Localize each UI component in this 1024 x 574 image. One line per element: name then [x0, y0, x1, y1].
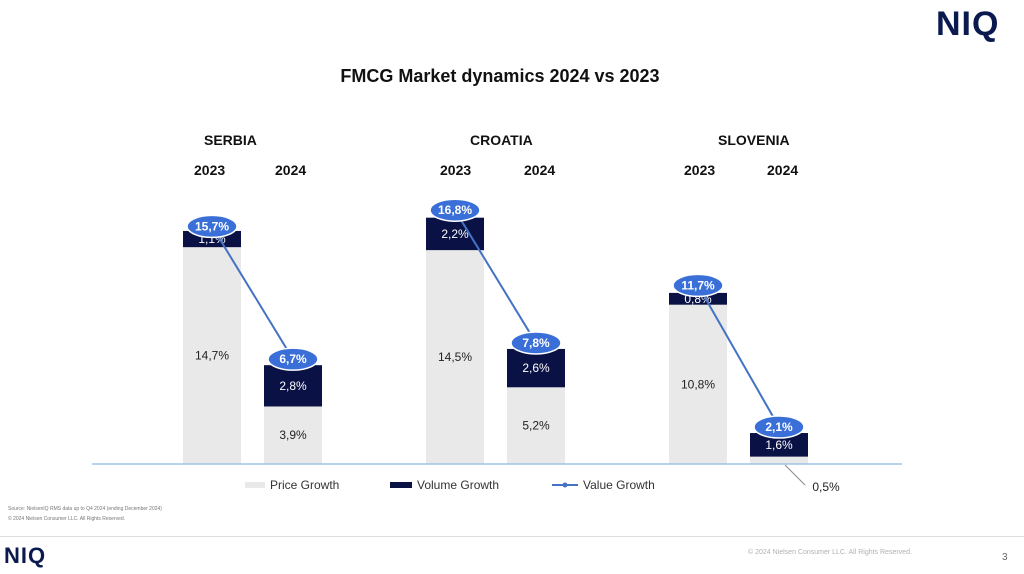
- legend-label-value: Value Growth: [583, 478, 655, 492]
- year-label-serbia-2024: 2024: [275, 162, 307, 178]
- footer-divider: [0, 536, 1024, 537]
- niq-logo-top: NIQ: [936, 5, 1000, 43]
- value-growth-lines: [211, 209, 780, 428]
- page-number: 3: [1002, 552, 1008, 563]
- legend-swatch-price: [245, 482, 265, 488]
- label-value-serbia-2024: 6,7%: [279, 352, 307, 366]
- year-label-croatia-2024: 2024: [524, 162, 556, 178]
- legend-label-price: Price Growth: [270, 478, 339, 492]
- bar-price-croatia-2023: [426, 250, 484, 464]
- legend-marker-value: [562, 482, 568, 488]
- bar-price-slovenia-2023: [669, 304, 727, 464]
- bar-price-croatia-2024: [507, 387, 565, 464]
- label-volume-serbia-2024: 2,8%: [279, 379, 307, 393]
- legend-swatch-volume: [390, 482, 412, 488]
- label-price-serbia-2023: 14,7%: [195, 349, 229, 363]
- value-bubble-croatia-2024: [510, 331, 562, 355]
- label-price-serbia-2024: 3,9%: [279, 428, 307, 442]
- label-value-croatia-2024: 7,8%: [522, 336, 550, 350]
- year-label-serbia-2023: 2023: [194, 162, 226, 178]
- value-line-croatia: [454, 209, 537, 344]
- value-bubble-croatia-2023: [429, 198, 481, 222]
- value-bubble-serbia-2024: [267, 347, 319, 371]
- bar-volume-croatia-2023: [426, 217, 484, 251]
- chart-title: FMCG Market dynamics 2024 vs 2023: [340, 66, 660, 86]
- bar-volume-slovenia-2024: [750, 433, 808, 457]
- year-label-slovenia-2024: 2024: [767, 162, 799, 178]
- group-label-serbia: SERBIA: [204, 132, 257, 148]
- label-volume-croatia-2024: 2,6%: [522, 361, 550, 375]
- group-label-croatia: CROATIA: [470, 132, 533, 148]
- label-value-serbia-2023: 15,7%: [195, 219, 229, 233]
- value-growth-bubbles: 15,7% 6,7% 16,8% 7,8% 11,7% 2,1%: [186, 198, 805, 439]
- niq-logo-bottom: NIQ: [4, 543, 47, 568]
- bar-volume-croatia-2024: [507, 348, 565, 388]
- value-bubble-slovenia-2023: [672, 273, 724, 298]
- bar-price-serbia-2023: [183, 247, 241, 464]
- label-volume-slovenia-2024: 1,6%: [765, 438, 793, 452]
- leader-price-slovenia-2024: [784, 464, 806, 486]
- label-price-slovenia-2024: 0,5%: [812, 480, 840, 494]
- source-copyright: © 2024 Nielsen Consumer LLC. All Rights …: [8, 516, 126, 522]
- label-price-croatia-2023: 14,5%: [438, 350, 472, 364]
- value-bubble-serbia-2023: [186, 214, 238, 239]
- bar-volume-serbia-2024: [264, 365, 322, 407]
- source-note: Source: NielsenIQ RMS data up to Q4 2024…: [8, 506, 162, 512]
- label-price-slovenia-2023: 10,8%: [681, 377, 715, 391]
- value-line-slovenia: [697, 284, 780, 428]
- bar-price-slovenia-2024: [750, 456, 808, 464]
- label-volume-croatia-2023: 2,2%: [441, 227, 469, 241]
- label-value-croatia-2023: 16,8%: [438, 203, 472, 217]
- bar-price-serbia-2024: [264, 406, 322, 464]
- label-price-croatia-2024: 5,2%: [522, 419, 550, 433]
- year-label-slovenia-2023: 2023: [684, 162, 716, 178]
- group-label-slovenia: SLOVENIA: [718, 132, 790, 148]
- footer-copyright: © 2024 Nielsen Consumer LLC. All Rights …: [748, 549, 912, 556]
- label-value-slovenia-2023: 11,7%: [681, 278, 715, 292]
- value-line-serbia: [211, 225, 294, 360]
- legend-label-volume: Volume Growth: [417, 478, 499, 492]
- value-bubble-slovenia-2024: [753, 415, 805, 439]
- year-label-croatia-2023: 2023: [440, 162, 472, 178]
- label-value-slovenia-2024: 2,1%: [765, 420, 793, 434]
- bar-volume-slovenia-2023: [669, 292, 727, 305]
